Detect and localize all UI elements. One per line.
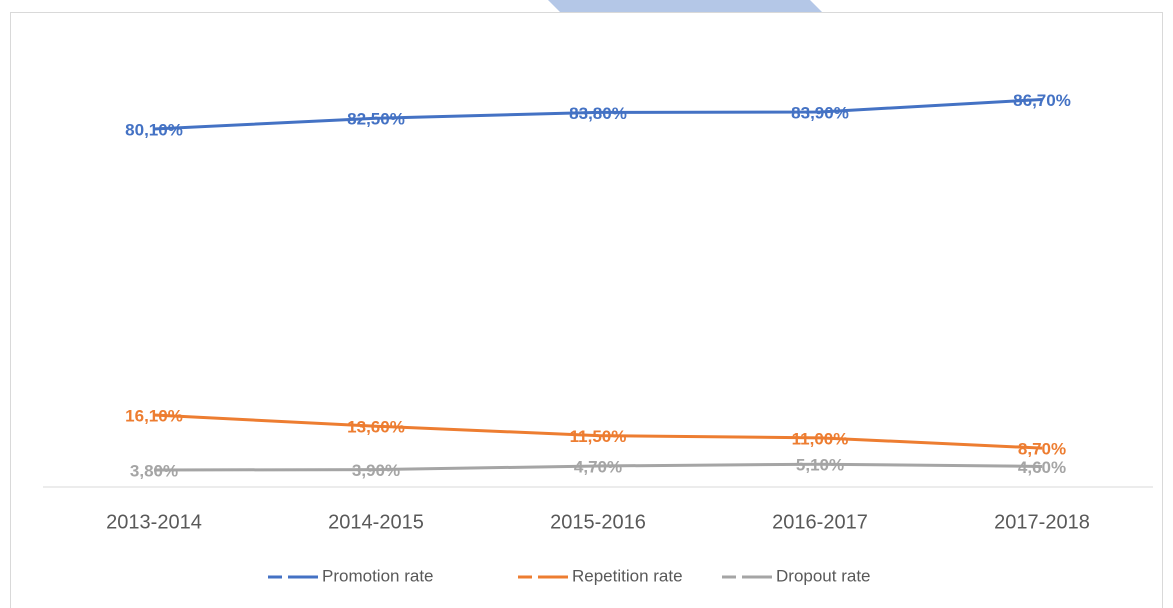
data-label: 3,90% [352,461,400,480]
x-tick-label: 2017-2018 [994,511,1090,533]
data-label: 86,70% [1013,91,1071,110]
series-line [153,413,1043,450]
data-label: 16,10% [125,407,183,426]
data-label: 13,60% [347,418,405,437]
legend-label: Repetition rate [572,566,683,585]
data-label: 83,90% [791,103,849,122]
data-label: 11,00% [792,429,849,448]
data-label: 8,70% [1018,440,1066,459]
x-tick-label: 2015-2016 [550,511,646,533]
data-label: 11,50% [570,427,627,446]
x-tick-label: 2016-2017 [772,511,868,533]
header-tab [548,0,822,12]
data-label: 82,50% [347,110,405,129]
x-tick-label: 2014-2015 [328,511,424,533]
data-label: 3,80% [130,461,178,480]
series-line [153,97,1043,131]
legend-label: Promotion rate [322,566,434,585]
legend-label: Dropout rate [776,566,871,585]
data-label: 5,10% [796,456,844,475]
data-label: 4,60% [1018,458,1066,477]
data-label: 80,10% [125,120,183,139]
chart-border [10,12,1163,608]
data-label: 4,70% [574,457,622,476]
series-line [153,462,1043,472]
x-tick-label: 2013-2014 [106,511,202,533]
data-label: 83,80% [569,104,627,123]
